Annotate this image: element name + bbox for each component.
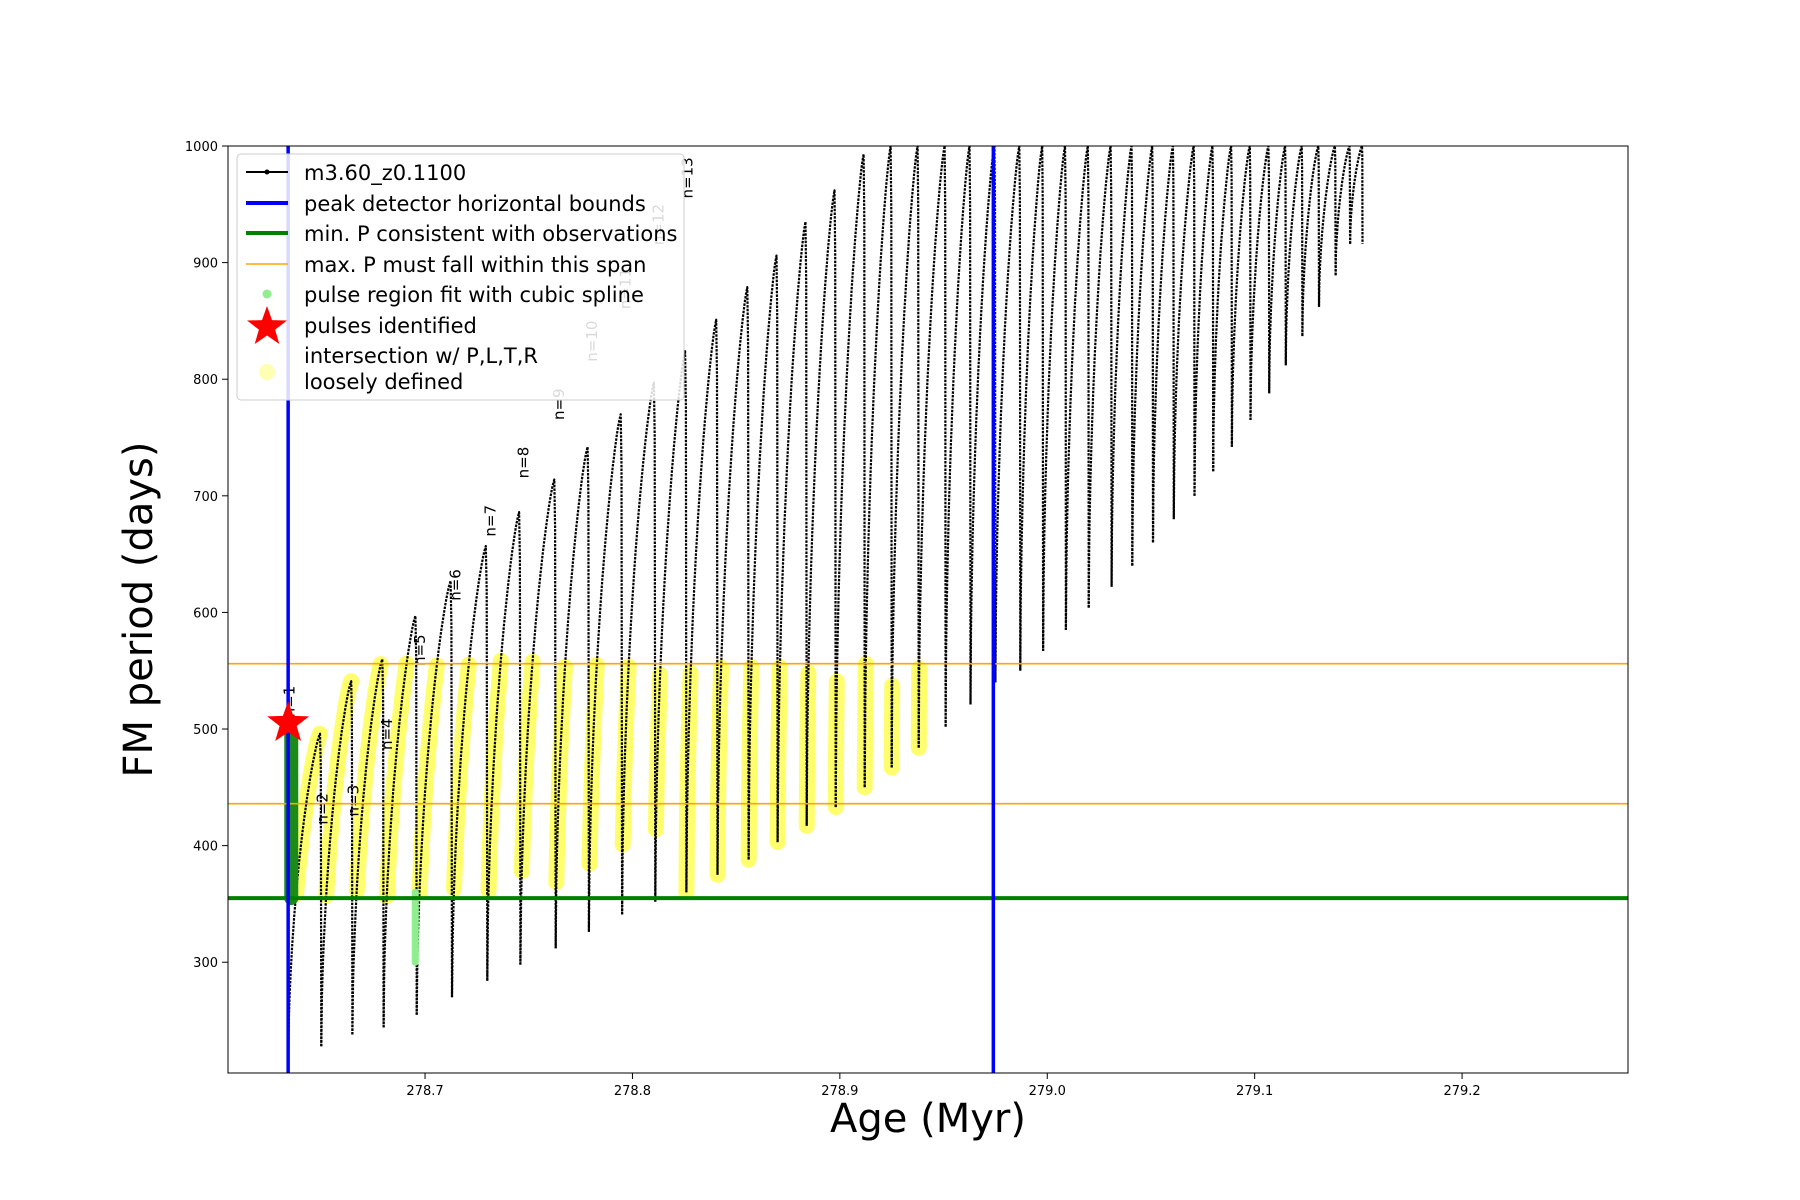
x-axis: 278.7 278.8 278.9 279.0 279.1 279.2 [406, 1073, 1481, 1099]
model-track-series [287, 146, 1364, 1065]
x-tick-label: 279.2 [1443, 1084, 1480, 1099]
pulse-n-label: n=2 [314, 793, 332, 825]
model-track-segment [917, 146, 947, 748]
pulse-n-label: n=6 [446, 569, 464, 601]
legend-handle-spline-fit [262, 289, 272, 299]
model-track-segment [1172, 146, 1196, 520]
y-tick-label: 600 [193, 606, 218, 621]
pulse-n-label: n=7 [482, 505, 500, 537]
plot-frame [227, 145, 1629, 1074]
y-tick-label: 900 [193, 257, 218, 272]
y-tick-label: 500 [193, 723, 218, 738]
model-track-segment [1301, 146, 1321, 337]
model-track-segment [1317, 146, 1337, 307]
pulse-identified-star [267, 701, 310, 741]
model-track-segment [1064, 146, 1090, 630]
model-track-segment [1230, 146, 1252, 447]
model-track-segment [554, 445, 591, 949]
y-tick-label: 400 [193, 840, 218, 855]
model-track-segment [890, 146, 920, 768]
model-track-segment [1249, 146, 1271, 421]
model-track-segment [1087, 146, 1113, 608]
model-track-segment [747, 254, 779, 860]
model-track-segment [994, 146, 1022, 683]
model-track-segment [834, 153, 866, 808]
x-tick-label: 279.0 [1029, 1084, 1066, 1099]
y-tick-label: 1000 [185, 140, 218, 155]
x-tick-label: 279.1 [1236, 1084, 1273, 1099]
legend-label: peak detector horizontal bounds [304, 192, 646, 216]
model-track-segment [1268, 146, 1287, 394]
model-track-segment [587, 413, 624, 932]
model-track-segment [685, 318, 719, 893]
legend-box [236, 153, 685, 401]
x-tick-label: 278.9 [821, 1084, 858, 1099]
legend-label: min. P consistent with observations [304, 222, 677, 246]
model-track-segment [1349, 146, 1364, 244]
pulse-n-label: n=5 [411, 634, 429, 666]
model-track-segment [621, 381, 657, 915]
model-track-segment [351, 657, 385, 1035]
model-track-segment [776, 220, 808, 843]
model-track-segment [1042, 146, 1068, 651]
model-track-segment [1131, 146, 1155, 566]
model-track-segment [863, 146, 893, 788]
legend-handle-loosely-defined [259, 364, 275, 380]
y-tick-label: 700 [193, 490, 218, 505]
model-track-segment [944, 146, 972, 727]
model-track-segment [969, 146, 997, 705]
model-track-segment [450, 544, 489, 998]
model-track-segment [1193, 146, 1215, 496]
legend-label: m3.60_z0.1100 [304, 161, 466, 186]
model-track-segment [415, 579, 454, 1015]
model-track-segment [1284, 146, 1304, 366]
x-axis-title: Age (Myr) [830, 1096, 1026, 1142]
x-tick-label: 278.7 [406, 1084, 443, 1099]
legend-label: intersection w/ P,L,T,R [304, 344, 538, 368]
model-track-segment [1151, 146, 1175, 543]
legend-handle-model-marker [264, 169, 270, 175]
legend-label: loosely defined [304, 370, 463, 394]
y-tick-label: 300 [193, 956, 218, 971]
legend-label: pulse region fit with cubic spline [304, 283, 644, 307]
model-track-segment [287, 732, 323, 1065]
model-track-segment [716, 286, 750, 875]
model-track-segment [1334, 146, 1352, 276]
model-track-segment [805, 189, 837, 826]
legend-handle-pulses-star [247, 306, 287, 344]
x-tick-label: 278.8 [614, 1084, 651, 1099]
pulse-n-label: n=3 [345, 785, 363, 817]
y-tick-label: 800 [193, 373, 218, 388]
model-track-segment [1019, 146, 1045, 671]
legend-label: pulses identified [304, 314, 477, 338]
pulse-n-label: n=4 [378, 718, 396, 750]
model-track-segment [519, 478, 557, 965]
model-track-segment [382, 614, 418, 1028]
legend-label: max. P must fall within this span [304, 253, 646, 277]
spline-fit-region [284, 726, 419, 966]
model-track-segment [486, 510, 522, 981]
model-track-segment [320, 680, 354, 1047]
pulse-n-label: n=8 [515, 447, 533, 479]
model-track-segment [1110, 146, 1134, 587]
y-axis-title: FM period (days) [116, 442, 162, 778]
plot-area: n=1n=2n=3n=4n=5n=6n=7n=8n=9n=10n=11n=12n… [228, 146, 1628, 1073]
y-axis: 300 400 500 600 700 800 900 1000 [185, 140, 228, 971]
